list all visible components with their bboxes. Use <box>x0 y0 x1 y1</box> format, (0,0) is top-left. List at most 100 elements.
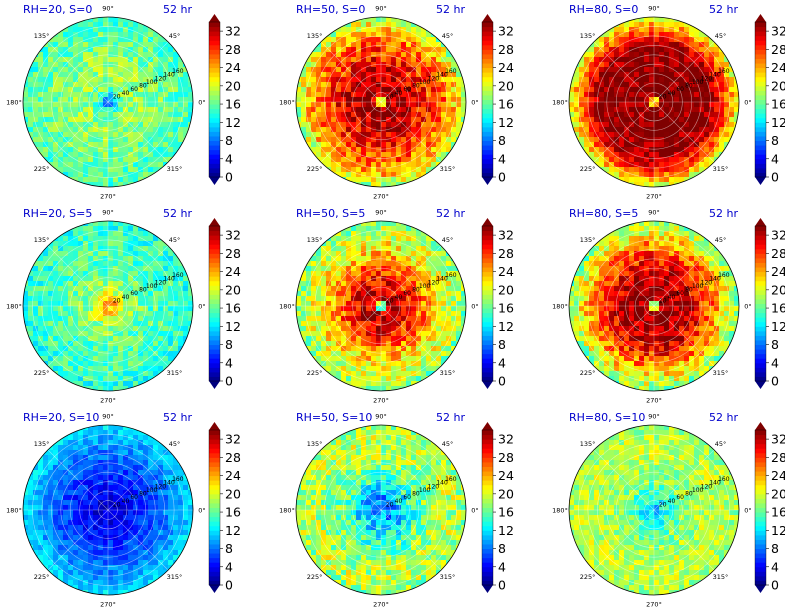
heatmap-cell <box>316 102 322 108</box>
heatmap-cell <box>178 266 184 272</box>
heatmap-cell <box>659 52 665 58</box>
heatmap-cell <box>426 152 432 158</box>
heatmap-cell <box>366 286 372 292</box>
heatmap-cell <box>341 117 347 123</box>
heatmap-cell <box>178 67 184 73</box>
heatmap-cell <box>371 182 377 187</box>
heatmap-cell <box>98 182 104 187</box>
heatmap-cell <box>321 281 327 287</box>
heatmap-cell <box>599 152 605 158</box>
heatmap-cell <box>68 47 74 53</box>
heatmap-cell <box>133 107 139 113</box>
heatmap-cell <box>629 137 635 143</box>
heatmap-cell <box>436 261 442 267</box>
heatmap-cell <box>649 107 655 113</box>
heatmap-cell <box>584 62 590 68</box>
heatmap-cell <box>58 162 64 168</box>
heatmap-cell <box>133 336 139 342</box>
heatmap-cell <box>331 281 337 287</box>
heatmap-cell <box>326 97 332 103</box>
heatmap-cell <box>376 152 382 158</box>
heatmap-cell <box>326 321 332 327</box>
heatmap-cell <box>336 87 342 93</box>
heatmap-cell <box>421 291 427 297</box>
heatmap-cell <box>689 127 695 133</box>
heatmap-cell <box>371 112 377 118</box>
heatmap-cell <box>599 102 605 108</box>
colorbar-segment <box>755 49 766 55</box>
heatmap-cell <box>734 107 739 113</box>
heatmap-cell <box>88 47 94 53</box>
colorbar-segment <box>482 72 493 78</box>
heatmap-cell <box>68 67 74 73</box>
heatmap-cell <box>451 316 457 322</box>
heatmap-cell <box>589 132 595 138</box>
colorbar-tick-label: 28 <box>225 246 241 261</box>
heatmap-cell <box>158 276 164 282</box>
heatmap-cell <box>376 87 382 93</box>
heatmap-cell <box>48 117 54 123</box>
heatmap-cell <box>98 162 104 168</box>
heatmap-cell <box>326 147 332 153</box>
heatmap-cell <box>446 102 452 108</box>
heatmap-cell <box>569 67 575 73</box>
heatmap-cell <box>103 182 109 187</box>
heatmap-cell <box>599 27 605 33</box>
heatmap-cell <box>569 132 575 138</box>
heatmap-cell <box>456 102 462 108</box>
heatmap-cell <box>401 311 407 317</box>
heatmap-cell <box>88 57 94 63</box>
heatmap-cell <box>376 42 382 48</box>
heatmap-cell <box>301 301 307 307</box>
heatmap-cell <box>83 97 89 103</box>
heatmap-cell <box>98 37 104 43</box>
heatmap-cell <box>624 177 630 183</box>
heatmap-cell <box>123 87 129 93</box>
heatmap-cell <box>441 92 447 98</box>
colorbar-segment <box>482 122 493 128</box>
heatmap-cell <box>38 132 44 138</box>
heatmap-cell <box>406 42 412 48</box>
heatmap-cell <box>301 102 307 108</box>
heatmap-cell <box>58 42 64 48</box>
heatmap-cell <box>33 321 39 327</box>
heatmap-cell <box>133 92 139 98</box>
heatmap-cell <box>639 167 645 173</box>
heatmap-cell <box>123 331 129 337</box>
heatmap-cell <box>173 87 179 93</box>
heatmap-cell <box>301 112 307 118</box>
heatmap-cell <box>93 142 99 148</box>
heatmap-cell <box>43 356 49 362</box>
heatmap-cell <box>421 246 427 252</box>
heatmap-cell <box>376 92 382 98</box>
heatmap-cell <box>103 112 109 118</box>
heatmap-cell <box>28 281 34 287</box>
heatmap-cell <box>639 127 645 133</box>
heatmap-cell <box>411 316 417 322</box>
heatmap-cell <box>674 177 680 183</box>
heatmap-cell <box>108 286 114 292</box>
heatmap-cell <box>88 296 94 302</box>
heatmap-cell <box>441 62 447 68</box>
heatmap-cell <box>594 57 600 63</box>
heatmap-cell <box>108 92 114 98</box>
heatmap-cell <box>366 172 372 178</box>
heatmap-cell <box>321 127 327 133</box>
heatmap-cell <box>361 296 367 302</box>
heatmap-cell <box>33 92 39 98</box>
heatmap-cell <box>569 102 575 108</box>
heatmap-cell <box>103 157 109 163</box>
heatmap-cell <box>381 301 387 307</box>
heatmap-cell <box>78 112 84 118</box>
heatmap-cell <box>679 92 685 98</box>
heatmap-cell <box>346 162 352 168</box>
heatmap-cell <box>609 102 615 108</box>
heatmap-cell <box>451 286 457 292</box>
colorbar-segment <box>482 63 493 69</box>
heatmap-cell <box>188 311 193 317</box>
heatmap-cell <box>431 42 437 48</box>
heatmap-cell <box>53 241 59 247</box>
heatmap-cell <box>78 57 84 63</box>
heatmap-cell <box>609 107 615 113</box>
heatmap-cell <box>386 92 392 98</box>
